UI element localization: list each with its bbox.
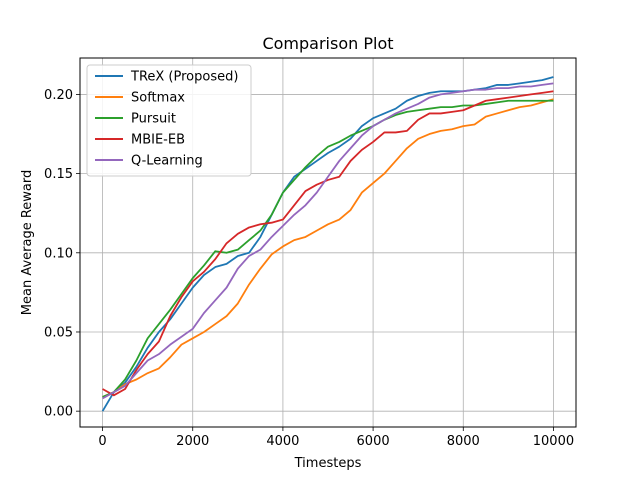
legend-label: MBIE-EB xyxy=(131,133,185,148)
x-tick-label: 4000 xyxy=(266,434,299,449)
plot-area-frame xyxy=(79,57,577,428)
series-line-mbie-eb xyxy=(102,90,554,397)
legend-label: Pursuit xyxy=(131,112,176,127)
legend-label: Softmax xyxy=(131,91,185,106)
series-line-pursuit xyxy=(102,99,554,398)
series-line-softmax xyxy=(102,98,554,398)
y-tick-label: 0.20 xyxy=(44,88,73,103)
x-axis-label: Timesteps xyxy=(294,456,362,471)
legend-label: TReX (Proposed) xyxy=(130,70,238,85)
series-line-q-learning xyxy=(102,82,554,400)
y-tick-label: 0.05 xyxy=(44,325,73,340)
legend-box xyxy=(86,64,252,177)
axis-ticks: 0 2000 4000 6000 8000 10000 0.00 0.05 0.10 0.15 0.… xyxy=(44,88,574,449)
x-tick-label: 8000 xyxy=(447,434,480,449)
series-lines xyxy=(101,76,554,412)
legend: TReX (Proposed) Softmax Pursuit MBIE-EB Q-Le… xyxy=(86,64,252,177)
x-tick-label: 6000 xyxy=(357,434,390,449)
x-tick-label: 0 xyxy=(98,434,106,449)
y-axis-label: Mean Average Reward xyxy=(20,170,35,315)
y-tick-label: 0.00 xyxy=(44,405,73,420)
x-tick-label: 10000 xyxy=(533,434,574,449)
y-tick-label: 0.15 xyxy=(44,167,73,182)
x-tick-label: 2000 xyxy=(176,434,209,449)
chart-title: Comparison Plot xyxy=(262,34,393,53)
legend-label: Q-Learning xyxy=(131,154,203,169)
y-tick-label: 0.10 xyxy=(44,246,73,261)
